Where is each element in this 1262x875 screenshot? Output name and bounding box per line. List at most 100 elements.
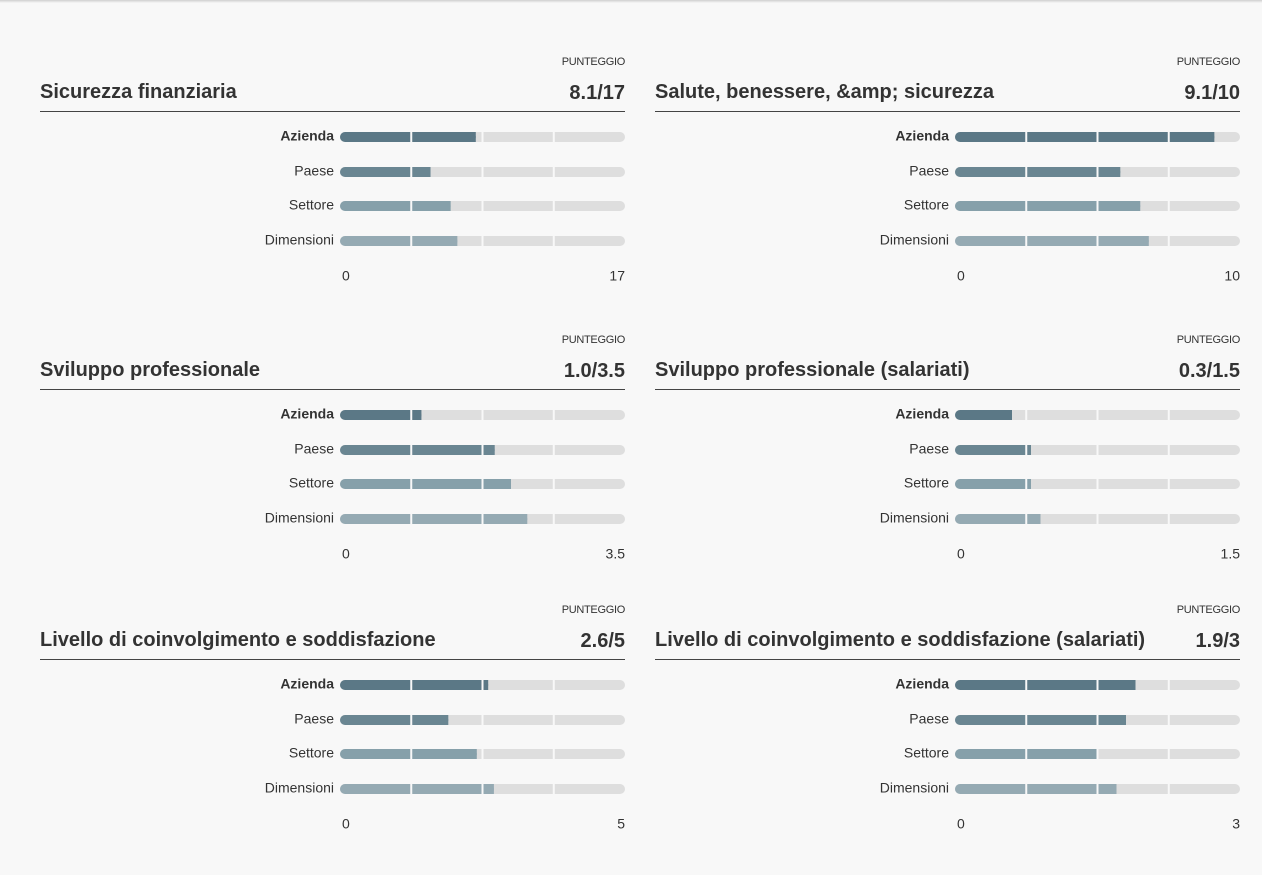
row-label: Dimensioni [265, 780, 334, 796]
x-tick-label: 3.5 [606, 546, 625, 562]
chart-panel: Sviluppo professionale PUNTEGGIO 1.0/3.5 Az… [40, 333, 625, 565]
row-label: Azienda [280, 128, 334, 144]
bar-chart: Azienda Paese Settore Dimensioni 0 1.5 [880, 406, 1240, 562]
score-box: PUNTEGGIO 1.0/3.5 [561, 333, 626, 385]
bar-end [1135, 201, 1141, 211]
bar-end [470, 132, 476, 142]
row-label: Paese [294, 711, 334, 727]
score-label: PUNTEGGIO [1176, 56, 1241, 68]
bar-end [425, 167, 431, 177]
score: 1.9/3 [1195, 630, 1240, 652]
x-tick-label: 0 [957, 268, 965, 284]
bar-end [1092, 749, 1098, 759]
bar [340, 167, 431, 177]
bar-end [1143, 236, 1149, 246]
chart-panel: Salute, benessere, &amp; sicurezza PUNTEG… [655, 55, 1240, 287]
bar [340, 749, 477, 759]
score: 2.6/5 [580, 630, 625, 652]
row-label: Settore [904, 475, 949, 491]
bar-chart: Azienda Paese Settore Dimensioni 0 3.5 [265, 406, 625, 562]
chart-title: Salute, benessere, &amp; sicurezza [655, 81, 995, 103]
bar [340, 410, 422, 420]
bar [955, 514, 1041, 524]
chart-title: Livello di coinvolgimento e soddisfazion… [40, 629, 436, 651]
row-label: Azienda [280, 676, 334, 692]
chart-panel: Livello di coinvolgimento e soddisfazion… [40, 603, 625, 835]
chart-header: Sviluppo professionale PUNTEGGIO 1.0/3.5 [40, 333, 625, 390]
x-tick-label: 1.5 [1221, 546, 1240, 562]
bar-end [443, 715, 449, 725]
bar-end [452, 236, 458, 246]
row-label: Settore [289, 197, 334, 213]
x-tick-label: 3 [1232, 816, 1240, 832]
bar-end [1115, 167, 1121, 177]
score-box: PUNTEGGIO 0.3/1.5 [1176, 333, 1241, 385]
bar-end [489, 445, 495, 455]
bar [340, 680, 489, 690]
bar [955, 680, 1136, 690]
row-label: Dimensioni [880, 232, 949, 248]
chart-panel: Sviluppo professionale (salariati) PUNTEG… [655, 333, 1240, 565]
x-tick-label: 10 [1224, 268, 1240, 284]
chart-panel: Sicurezza finanziaria PUNTEGGIO 8.1/17 Azie… [40, 55, 625, 287]
row-label: Paese [294, 163, 334, 179]
row-label: Dimensioni [265, 510, 334, 526]
bar-end [1035, 514, 1041, 524]
bar [955, 201, 1141, 211]
bar-end [1007, 410, 1012, 420]
score-box: PUNTEGGIO 8.1/17 [561, 55, 626, 107]
chart-title: Livello di coinvolgimento e soddisfazion… [655, 629, 1146, 651]
bar-end [483, 680, 489, 690]
bar-end [1121, 715, 1126, 725]
row-label: Azienda [280, 406, 334, 422]
x-tick-label: 0 [957, 546, 965, 562]
row-label: Paese [909, 711, 949, 727]
score: 1.0/3.5 [563, 360, 625, 382]
bar-end [1130, 680, 1136, 690]
bar-end [1209, 132, 1215, 142]
chart-header: Livello di coinvolgimento e soddisfazion… [40, 603, 625, 660]
x-tick-label: 0 [342, 546, 350, 562]
bar-end [1111, 784, 1117, 794]
x-tick-label: 17 [609, 268, 625, 284]
row-label: Azienda [895, 128, 949, 144]
chart-header: Livello di coinvolgimento e soddisfazion… [655, 603, 1240, 660]
bar [955, 236, 1149, 246]
bar-end [522, 514, 528, 524]
bar-end [416, 410, 422, 420]
bar-chart: Azienda Paese Settore Dimensioni 0 5 [265, 676, 625, 832]
score-box: PUNTEGGIO 9.1/10 [1176, 55, 1241, 107]
bar-chart: Azienda Paese Settore Dimensioni 0 3 [880, 676, 1240, 832]
row-label: Azienda [895, 676, 949, 692]
bar [955, 715, 1126, 725]
chart-header: Salute, benessere, &amp; sicurezza PUNTEG… [655, 55, 1240, 112]
score-label: PUNTEGGIO [561, 56, 626, 68]
score-label: PUNTEGGIO [561, 604, 626, 616]
chart-header: Sicurezza finanziaria PUNTEGGIO 8.1/17 [40, 55, 625, 112]
bar-end [1026, 445, 1031, 455]
row-label: Azienda [895, 406, 949, 422]
row-label: Settore [289, 475, 334, 491]
score: 0.3/1.5 [1178, 360, 1240, 382]
score-label: PUNTEGGIO [561, 334, 626, 346]
bar-end [445, 201, 451, 211]
row-label: Dimensioni [265, 232, 334, 248]
bar-chart: Azienda Paese Settore Dimensioni 0 17 [265, 128, 625, 284]
bar [955, 132, 1215, 142]
row-label: Paese [294, 441, 334, 457]
bar [340, 715, 449, 725]
bar [955, 784, 1117, 794]
chart-title: Sviluppo professionale [40, 359, 261, 381]
score-label: PUNTEGGIO [1176, 334, 1241, 346]
x-tick-label: 0 [342, 816, 350, 832]
score: 9.1/10 [1184, 82, 1240, 104]
bar [340, 784, 494, 794]
chart-panel: Livello di coinvolgimento e soddisfazion… [655, 603, 1240, 835]
top-border [0, 0, 1262, 3]
bar-end [1026, 479, 1031, 489]
row-label: Settore [904, 745, 949, 761]
chart-title: Sviluppo professionale (salariati) [655, 359, 970, 381]
bar-end [471, 749, 477, 759]
bar [955, 167, 1121, 177]
